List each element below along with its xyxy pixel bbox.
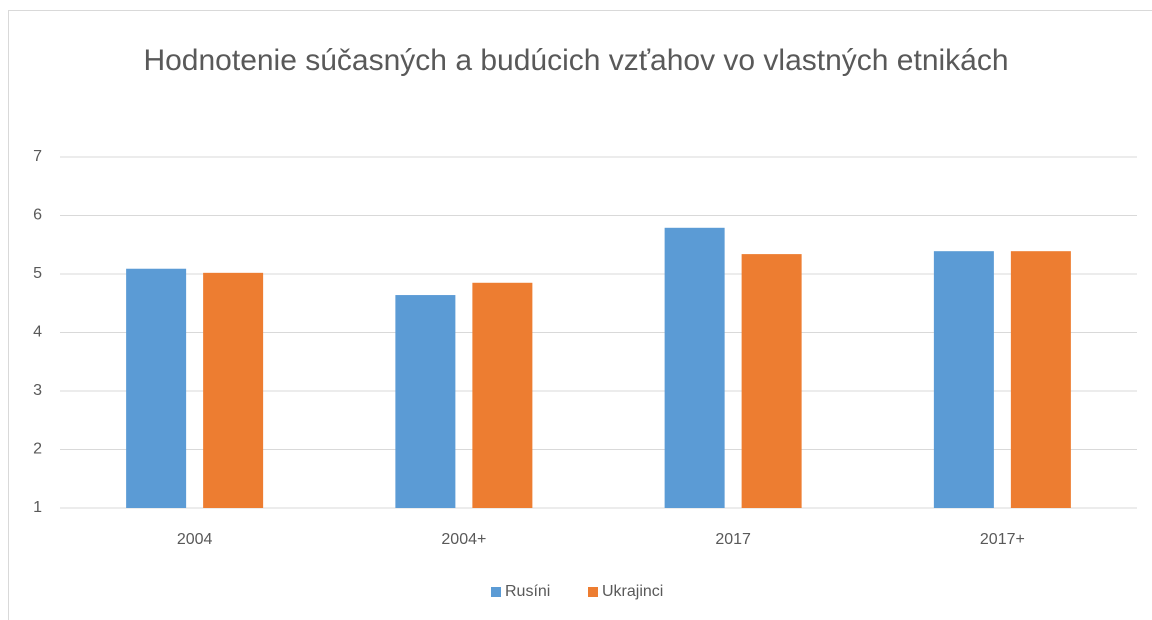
legend-label: Rusíni xyxy=(505,583,550,600)
bar xyxy=(1010,251,1071,508)
chart-title: Hodnotenie súčasných a budúcich vzťahov … xyxy=(143,44,1009,77)
y-tick-label: 6 xyxy=(33,207,42,224)
x-tick-label: 2004 xyxy=(177,531,213,548)
y-tick-label: 5 xyxy=(33,265,42,282)
y-tick-label: 1 xyxy=(33,499,42,516)
legend-label: Ukrajinci xyxy=(602,583,663,600)
legend-swatch xyxy=(588,587,598,597)
y-tick-label: 2 xyxy=(33,441,42,458)
bar xyxy=(395,295,456,508)
bar xyxy=(203,272,264,508)
y-tick-label: 3 xyxy=(33,382,42,399)
y-tick-label: 7 xyxy=(33,148,42,165)
bar xyxy=(741,254,802,508)
x-tick-label: 2017+ xyxy=(980,531,1025,548)
x-tick-label: 2004+ xyxy=(441,531,486,548)
y-tick-label: 4 xyxy=(33,324,42,341)
legend-swatch xyxy=(491,587,501,597)
chart-border xyxy=(8,10,1152,620)
x-tick-label: 2017 xyxy=(715,531,751,548)
bar xyxy=(664,227,725,508)
bar xyxy=(933,251,994,508)
bar xyxy=(472,282,533,508)
bar xyxy=(126,268,187,508)
